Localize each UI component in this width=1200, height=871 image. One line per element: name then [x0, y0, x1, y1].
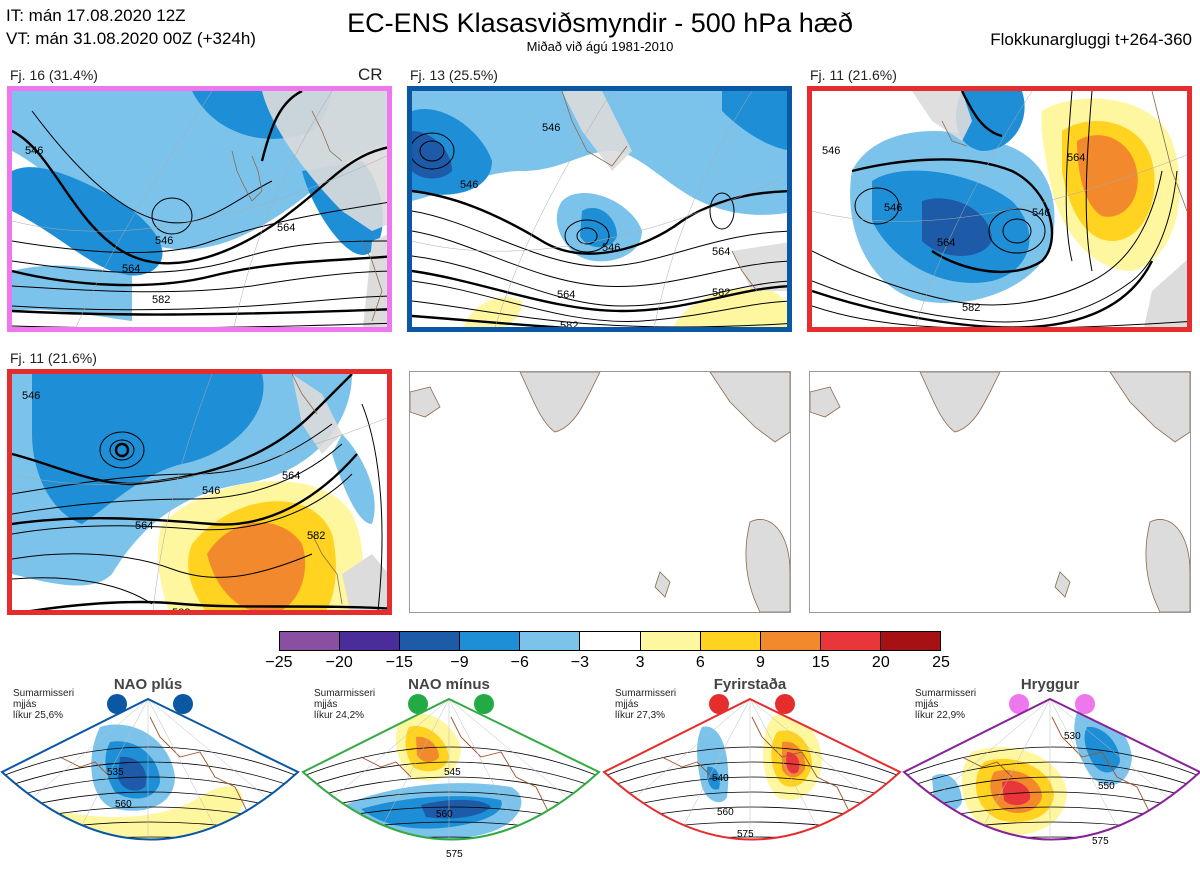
contour-label: 564: [122, 263, 140, 275]
colorbar-segment: [820, 632, 881, 650]
cluster-map-2: 546 546 546 564 564 582 582: [407, 86, 792, 332]
empty-map-6: [809, 371, 1191, 613]
page-title: EC-ENS Klasasviðsmyndir - 500 hPa hæð: [347, 8, 853, 38]
regime-contour-label: 560: [115, 799, 132, 810]
regime-contour-label: 575: [737, 829, 754, 840]
colorbar-tick-label: 6: [695, 654, 705, 671]
colorbar: [279, 631, 941, 651]
classification-window: Flokkunargluggi t+264-360: [990, 30, 1192, 49]
contour-label: 582: [1142, 326, 1160, 332]
regime-contour-label: 545: [444, 767, 461, 778]
colorbar-segment: [760, 632, 821, 650]
colorbar-tick-label: 20: [871, 654, 890, 671]
init-time: IT: mán 17.08.2020 12Z: [6, 6, 186, 25]
colorbar-segment: [340, 632, 401, 650]
contour-label: 546: [155, 235, 173, 247]
contour-label: 564: [1067, 152, 1085, 164]
empty-map-5: [409, 371, 791, 613]
valid-time: VT: mán 31.08.2020 00Z (+324h): [6, 29, 256, 48]
panel-3-label: Fj. 11 (21.6%): [810, 67, 897, 83]
forecast-times: IT: mán 17.08.2020 12Z VT: mán 31.08.202…: [6, 4, 256, 50]
contour-label: 582: [560, 320, 578, 332]
regime-contour-label: 540: [712, 773, 729, 784]
regime-marker-dot: [107, 694, 127, 714]
cluster-map-4: 546 546 564 564 582 582: [7, 369, 392, 615]
colorbar-tick-label: −20: [325, 654, 353, 671]
colorbar-segment: [580, 632, 641, 650]
colorbar-segment: [460, 632, 521, 650]
colorbar-tick-label: −15: [385, 654, 413, 671]
regime-marker-dot: [173, 694, 193, 714]
contour-label: 582: [307, 530, 325, 542]
regime-contour-label: 560: [717, 807, 734, 818]
contour-label: 546: [460, 179, 478, 191]
regime-contour-label: 575: [1092, 836, 1109, 847]
regime-info: Sumarmisseri mjjás líkur 25,6%: [13, 688, 75, 721]
panel-2-label: Fj. 13 (25.5%): [410, 67, 498, 83]
regime-marker-dot: [775, 694, 795, 714]
regime-info: Sumarmisseri mjjás líkur 22,9%: [915, 688, 977, 721]
contour-label: 546: [25, 145, 43, 157]
regime-marker-dot: [1075, 694, 1095, 714]
regime-marker-dot: [408, 694, 428, 714]
regime-name: NAO plús: [113, 676, 183, 693]
panel-1-label: Fj. 16 (31.4%): [10, 67, 98, 83]
cluster-map-3: 546 546 564 546 564 582 582: [807, 86, 1192, 332]
regime-fan-map: 545 560 575: [301, 697, 601, 860]
panel-4-label: Fj. 11 (21.6%): [10, 350, 97, 366]
contour-label: 564: [937, 237, 955, 249]
regime-marker-dot: [474, 694, 494, 714]
regime-name: Hryggur: [1020, 676, 1080, 693]
regime-marker-dot: [1009, 694, 1029, 714]
regime-name: Fyrirstaða: [713, 676, 787, 693]
regime-info: Sumarmisseri mjjás líkur 24,2%: [314, 688, 376, 721]
colorbar-tick-label: 9: [756, 654, 765, 671]
colorbar-tick-label: −25: [265, 654, 293, 671]
panel-1-cr-label: CR: [358, 65, 383, 84]
regime-name: NAO mínus: [408, 676, 490, 693]
colorbar-ticks: −25 −20 −15 −9 −6 −3 3 6 9 15 20 25: [265, 654, 949, 676]
contour-label: 546: [822, 145, 840, 157]
contour-label: 582: [152, 294, 170, 306]
colorbar-segment: [640, 632, 701, 650]
colorbar-tick-label: 3: [635, 654, 645, 671]
colorbar-segment: [400, 632, 461, 650]
contour-label: 546: [202, 485, 220, 497]
regime-info: Sumarmisseri mjjás líkur 27,3%: [615, 688, 677, 721]
colorbar-segment: [520, 632, 581, 650]
contour-label: 564: [712, 246, 730, 258]
colorbar-tick-label: −9: [450, 654, 469, 671]
regime-contour-label: 575: [446, 849, 463, 860]
contour-label: 546: [602, 242, 620, 254]
colorbar-segment: [880, 632, 941, 650]
contour-label: 546: [22, 390, 40, 402]
cluster-map-1: 546 564 564 582 546: [7, 86, 392, 332]
contour-label: 546: [884, 202, 902, 214]
contour-label: 546: [542, 122, 560, 134]
regime-contour-label: 560: [436, 809, 453, 820]
contour-label: 582: [172, 607, 190, 615]
regime-fan-map: 535 560: [0, 697, 300, 841]
regime-contour-label: 530: [1064, 731, 1081, 742]
colorbar-tick-label: −6: [510, 654, 529, 671]
regime-contour-label: 535: [107, 767, 124, 778]
contour-label: 564: [557, 289, 575, 301]
contour-label: 564: [135, 520, 153, 532]
contour-label: 582: [712, 287, 730, 299]
colorbar-tick-label: 25: [932, 654, 950, 671]
colorbar-segment: [280, 632, 341, 650]
regime-contour-label: 550: [1098, 781, 1115, 792]
colorbar-tick-label: −3: [570, 654, 590, 671]
colorbar-segment: [700, 632, 761, 650]
regime-marker-dot: [709, 694, 729, 714]
contour-label: 582: [962, 302, 980, 314]
contour-label: 546: [1032, 207, 1050, 219]
regime-fan-map: 530 550 575: [902, 697, 1200, 847]
page-subtitle: Miðað við ágú 1981-2010: [526, 39, 674, 54]
contour-label: 564: [282, 470, 300, 482]
colorbar-tick-label: 15: [811, 654, 830, 671]
contour-label: 564: [277, 222, 295, 234]
